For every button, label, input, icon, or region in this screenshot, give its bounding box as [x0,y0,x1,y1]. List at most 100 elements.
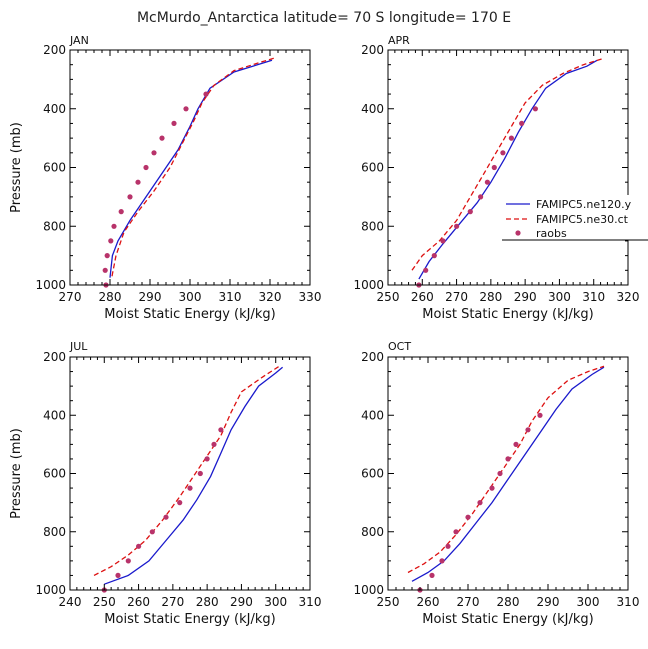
y-tick-label-jul-2: 600 [43,467,66,481]
raob-point-oct-2 [439,558,445,564]
raob-point-apr-8 [491,164,497,171]
y-axis-label-jul: Pressure (mb) [9,428,24,519]
raob-point-jul-7 [187,485,193,491]
x-tick-label-apr-0: 250 [377,290,400,304]
raob-point-oct-1 [429,572,435,579]
raob-point-jan-3 [108,238,114,244]
x-tick-label-jul-5: 290 [230,595,253,609]
x-tick-label-apr-2: 270 [445,290,468,304]
raob-point-jul-9 [204,456,210,462]
x-tick-label-oct-1: 260 [417,595,440,609]
x-axis-label-apr: Moist Static Energy (kJ/kg) [422,307,593,322]
raob-point-oct-6 [477,500,483,506]
y-tick-label-jan-1: 400 [43,102,66,116]
x-tick-label-apr-7: 320 [617,290,640,304]
raob-point-jan-12 [183,106,189,112]
x-tick-label-jan-1: 280 [99,290,122,304]
series-line-ne30-apr [411,57,605,271]
x-tick-label-jul-3: 270 [161,595,184,609]
raob-point-oct-12 [537,412,543,418]
x-tick-label-oct-4: 290 [537,595,560,609]
x-tick-label-jan-4: 310 [219,290,242,304]
x-tick-label-apr-5: 300 [548,290,571,304]
y-tick-label-jul-4: 1000 [35,583,66,597]
series-line-ne120-jul [104,366,284,585]
x-tick-label-jan-5: 320 [259,290,282,304]
raob-point-jul-8 [197,470,203,477]
x-tick-label-apr-4: 290 [514,290,537,304]
raob-point-jan-13 [203,91,209,97]
y-tick-label-apr-3: 800 [361,219,384,233]
raob-point-apr-10 [508,135,514,141]
x-tick-label-jan-6: 330 [299,290,322,304]
raob-point-apr-9 [500,150,506,156]
plot-frame-oct [387,356,629,591]
x-tick-label-jul-6: 300 [264,595,287,609]
raob-point-jan-9 [151,150,157,156]
raob-point-oct-5 [465,514,471,520]
raob-point-jul-5 [163,514,169,520]
y-tick-label-jan-0: 200 [43,43,66,57]
chart-jul: JUL 240 250 260 270 280 290 300 310 200 400 600 800… [9,340,321,627]
legend-label-ne30: FAMIPC5.ne30.ct [536,213,629,226]
raob-point-oct-8 [497,470,503,477]
raob-point-oct-3 [445,543,451,549]
plot-frame-jan [69,49,311,286]
raob-point-jan-7 [135,179,141,185]
x-tick-label-jul-0: 240 [59,595,82,609]
x-tick-label-apr-1: 260 [411,290,434,304]
series-line-ne120-apr [418,59,598,280]
raob-point-apr-5 [467,209,473,215]
y-tick-label-apr-1: 400 [361,102,384,116]
raob-point-oct-9 [505,456,511,462]
legend-label-ne120: FAMIPC5.ne120.y [536,198,632,211]
raob-point-jan-1 [102,267,108,273]
y-axis-label-jan: Pressure (mb) [9,122,24,213]
series-line-ne30-jan [111,57,275,277]
series-line-ne120-jan [109,59,273,278]
legend-box [502,195,648,240]
x-tick-label-oct-2: 270 [457,595,480,609]
raob-point-jul-6 [177,500,183,506]
x-tick-label-jul-4: 280 [196,595,219,609]
legend-swatch-raobs [515,230,521,236]
raob-point-apr-4 [454,223,460,229]
y-tick-label-oct-2: 600 [361,467,384,481]
chart-jan: JAN 270 280 290 300 310 320 330 200 400 600 800 100… [9,34,321,322]
raob-point-jan-11 [171,120,177,126]
x-tick-label-apr-3: 280 [479,290,502,304]
x-tick-label-jan-3: 300 [179,290,202,304]
raob-point-apr-11 [519,120,525,126]
panel-label-jul: JUL [69,340,88,353]
raob-point-jul-3 [136,543,142,549]
y-tick-label-oct-4: 1000 [353,583,384,597]
raob-point-jul-4 [149,529,155,535]
x-axis-label-jul: Moist Static Energy (kJ/kg) [104,612,275,627]
figure-title: McMurdo_Antarctica latitude= 70 S longit… [137,10,511,26]
legend-label-raobs: raobs [536,227,567,240]
y-tick-label-jul-3: 800 [43,525,66,539]
plot-frame-jul [69,356,311,591]
raob-point-jul-11 [218,427,224,433]
x-tick-label-jan-0: 270 [59,290,82,304]
chart-apr: APR 250 260 270 280 290 300 310 320 200 400 600 800… [353,34,639,322]
raob-point-jul-1 [115,572,121,579]
raob-point-jul-2 [125,558,131,564]
plot-frame-apr [387,49,629,286]
x-tick-label-oct-5: 300 [577,595,600,609]
raob-point-oct-7 [489,485,495,491]
series-line-ne120-oct [411,366,605,582]
raob-point-jan-6 [127,194,133,200]
y-tick-label-jan-4: 1000 [35,278,66,292]
raob-point-apr-1 [423,267,429,273]
panel-label-apr: APR [388,34,410,47]
raob-point-jul-10 [211,441,217,447]
x-tick-label-jul-1: 250 [93,595,116,609]
raob-point-oct-4 [453,529,459,535]
y-tick-label-jul-0: 200 [43,350,66,364]
legend: FAMIPC5.ne120.y FAMIPC5.ne30.ct raobs [502,195,648,241]
raob-point-apr-3 [440,238,446,244]
raob-point-jan-10 [159,135,165,141]
raob-point-jan-8 [143,164,149,171]
